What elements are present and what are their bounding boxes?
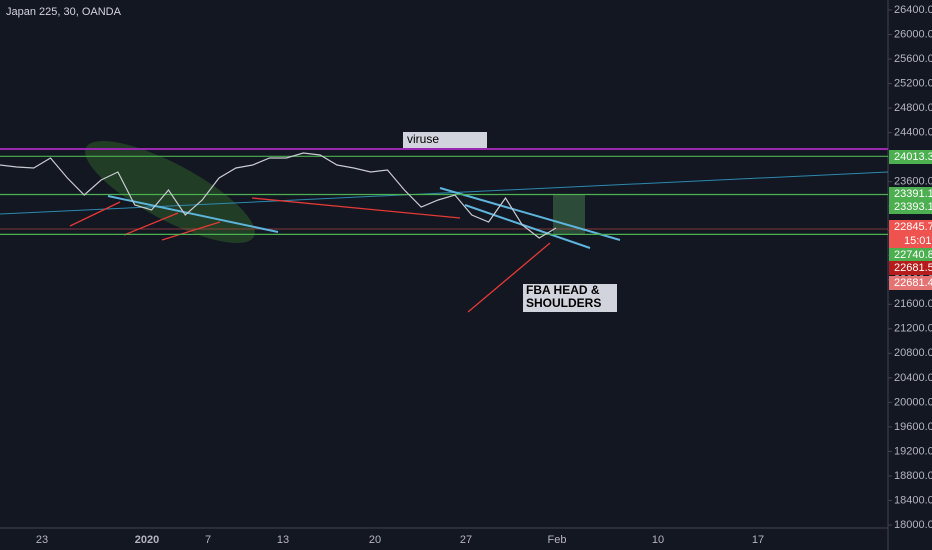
- price-tag-box: [889, 248, 932, 262]
- x-tick-label: 20: [369, 534, 381, 546]
- y-tick-label: 23600.0: [894, 176, 932, 188]
- y-tick-label: 26400.0: [894, 4, 932, 16]
- price-tag-box: [889, 276, 932, 290]
- countdown-box: [889, 234, 932, 248]
- price-tag-label: 22681.4: [894, 277, 932, 289]
- annotation: SHOULDERS: [526, 296, 601, 310]
- y-tick-label: 20000.0: [894, 396, 932, 408]
- x-tick-label: 7: [205, 534, 211, 546]
- channel-line: [464, 204, 591, 249]
- price-tag-box: [889, 187, 932, 201]
- y-tick-label: 19200.0: [894, 445, 932, 457]
- x-tick-label: 10: [652, 534, 664, 546]
- y-tick-label: 20400.0: [894, 372, 932, 384]
- price-tag: 22681.4: [889, 276, 932, 290]
- price-tag-label: 22845.7: [894, 221, 932, 233]
- y-tick-label: 19600.0: [894, 421, 932, 433]
- price-tag: 22681.5: [889, 261, 932, 275]
- x-tick-label: 2020: [135, 534, 159, 546]
- price-tag-label: 22740.8: [894, 249, 932, 261]
- price-tag-box: [889, 150, 932, 164]
- price-tag-box: [889, 200, 932, 214]
- y-tick-label: 18800.0: [894, 470, 932, 482]
- x-tick-label: 13: [277, 534, 289, 546]
- y-tick-label: 24800.0: [894, 102, 932, 114]
- x-tick-label: 27: [460, 534, 472, 546]
- price-tag-label: 23391.1: [894, 188, 932, 200]
- y-tick-label: 21200.0: [894, 323, 932, 335]
- annotation-viruse: viruse: [403, 132, 487, 148]
- annotation-box: [523, 284, 617, 312]
- y-tick-label: 20800.0: [894, 347, 932, 359]
- countdown: 15:01: [904, 235, 932, 247]
- price-tag-box: [889, 261, 932, 275]
- price-tag-label: 22681.5: [894, 262, 932, 274]
- chart-title: Japan 225, 30, OANDA: [6, 6, 122, 18]
- trend-line: [0, 171, 889, 215]
- x-tick-label: Feb: [548, 534, 567, 546]
- annotation: viruse: [407, 132, 439, 146]
- y-tick-label: 18000.0: [894, 519, 932, 531]
- price-tag: 22740.8: [889, 248, 932, 262]
- countdown-tag: 15:01: [889, 234, 932, 248]
- arrows: [69, 197, 551, 313]
- annotation-box: [403, 132, 487, 148]
- title-area: Japan 225, 30, OANDA: [6, 6, 122, 18]
- price-tag: 23393.1: [889, 200, 932, 214]
- y-tick-label: 24400.0: [894, 127, 932, 139]
- price-tag: 22845.7: [889, 220, 932, 234]
- channel-line: [107, 195, 279, 233]
- price-tag-label: 24013.3: [894, 151, 932, 163]
- price-tag: 24013.3: [889, 150, 932, 164]
- y-tick-label: 26000.0: [894, 28, 932, 40]
- y-tick-label: 25600.0: [894, 53, 932, 65]
- y-tick-label: 25200.0: [894, 77, 932, 89]
- annotation-fba: FBA HEAD & SHOULDERS: [523, 283, 617, 312]
- y-tick-label: 21600.0: [894, 298, 932, 310]
- y-tick-label: 18400.0: [894, 494, 932, 506]
- channel-line: [439, 187, 621, 241]
- x-tick-label: 23: [36, 534, 48, 546]
- x-tick-label: 17: [752, 534, 764, 546]
- price-tag: 23391.1: [889, 187, 932, 201]
- price-tag-label: 23393.1: [894, 201, 932, 213]
- price-tag-box: [889, 220, 932, 234]
- annotation: FBA HEAD &: [526, 283, 600, 297]
- price-line: [0, 152, 557, 239]
